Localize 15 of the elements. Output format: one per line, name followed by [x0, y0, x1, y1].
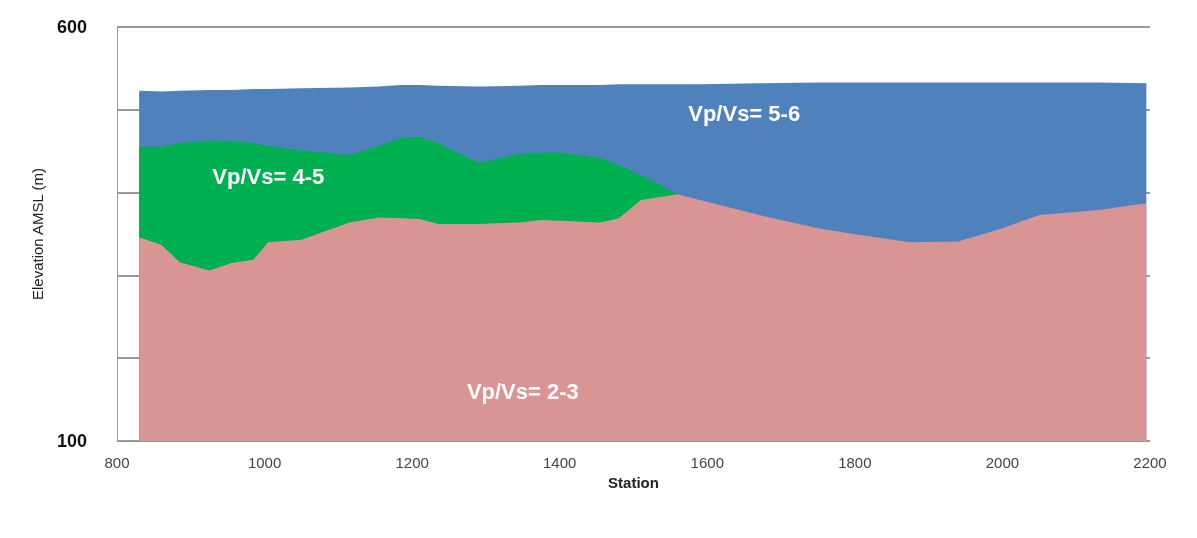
x-tick-label: 800 [104, 454, 130, 471]
y-tick-label: 600 [56, 17, 87, 37]
x-axis-title: Station [608, 474, 659, 491]
series-label: Vp/Vs= 4-5 [212, 163, 325, 189]
series-label: Vp/Vs= 5-6 [688, 101, 801, 127]
series-label: Vp/Vs= 2-3 [466, 378, 579, 404]
x-tick-label: 1000 [247, 454, 282, 471]
x-tick-label: 1600 [690, 454, 724, 471]
y-axis-title: Elevation AMSL (m) [29, 168, 46, 300]
x-tick-label: 1400 [543, 454, 577, 471]
x-tick-label: 1200 [395, 454, 429, 471]
x-tick-label: 1800 [838, 454, 872, 471]
x-tick-label: 2000 [985, 454, 1020, 471]
x-tick-label: 2200 [1133, 454, 1167, 471]
y-tick-label: 100 [56, 431, 87, 451]
